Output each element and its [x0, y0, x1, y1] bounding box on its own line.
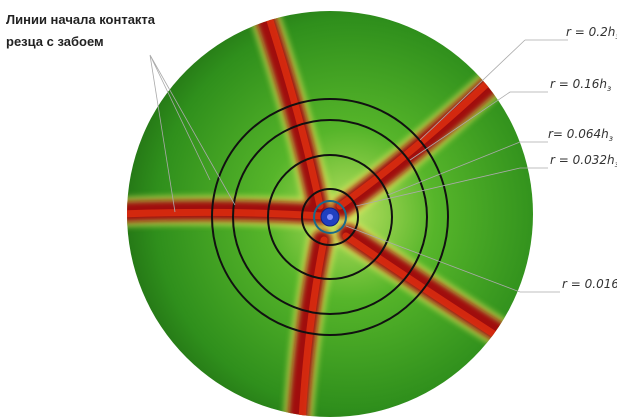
label-subscript: з — [609, 134, 613, 143]
leader-lines — [149, 39, 568, 293]
radius-label: r = 0.2hз — [566, 25, 617, 41]
label-text: r = 0.2h — [566, 25, 615, 39]
caption-line: резца с забоем — [6, 34, 104, 49]
label-text: r = 0.016h — [562, 277, 617, 291]
radius-label: r = 0.032hз — [550, 153, 617, 169]
label-text: r = 0.032h — [550, 153, 615, 167]
disc — [127, 11, 533, 417]
label-subscript: з — [615, 160, 617, 169]
radius-label: r = 0.16hз — [550, 77, 611, 93]
label-text: r= 0.064h — [548, 127, 609, 141]
radius-label: r= 0.064hз — [548, 127, 613, 143]
label-text: r = 0.16h — [550, 77, 607, 91]
label-subscript: з — [607, 84, 611, 93]
radius-label: r = 0.016hз — [562, 277, 617, 293]
caption-line: Линии начала контакта — [6, 12, 156, 27]
label-subscript: з — [615, 32, 617, 41]
